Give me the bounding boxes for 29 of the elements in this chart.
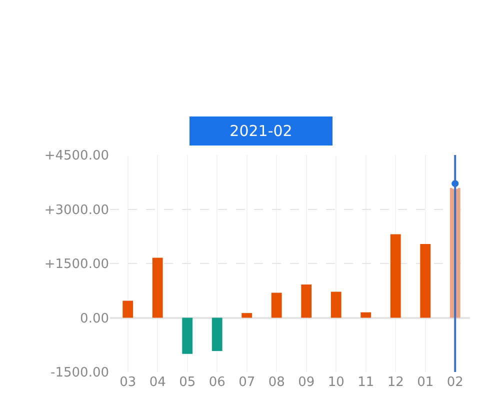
bar (242, 313, 252, 318)
y-tick-label: +4500.00 (44, 148, 109, 164)
x-tick-label: 04 (149, 375, 166, 390)
x-tick-label: 11 (358, 375, 374, 390)
bar (122, 300, 134, 318)
x-tick-label: 08 (268, 375, 285, 390)
bar (301, 284, 312, 318)
x-tick-label: 06 (208, 375, 226, 390)
bar (420, 244, 431, 318)
x-tick-label: 10 (328, 375, 344, 390)
x-tick-label: 03 (120, 375, 136, 390)
x-tick-label: 05 (179, 375, 196, 390)
y-tick-label: 0.00 (80, 311, 109, 326)
bar (360, 312, 372, 318)
bar (271, 292, 282, 318)
x-tick-label: 12 (387, 375, 404, 390)
bar (390, 234, 401, 318)
x-tick-label: 02 (446, 375, 464, 390)
y-tick-label: +3000.00 (44, 202, 109, 218)
bar (330, 292, 342, 318)
x-tick-label: 01 (417, 375, 434, 390)
chart-title: 2021-02 (230, 122, 292, 140)
y-tick-label: -1500.00 (50, 366, 109, 381)
bar (152, 258, 163, 318)
bar (212, 318, 222, 352)
y-tick-label: +1500.00 (44, 257, 109, 272)
bar (182, 318, 193, 354)
x-tick-label: 09 (298, 375, 315, 390)
x-tick-label: 07 (238, 375, 256, 390)
